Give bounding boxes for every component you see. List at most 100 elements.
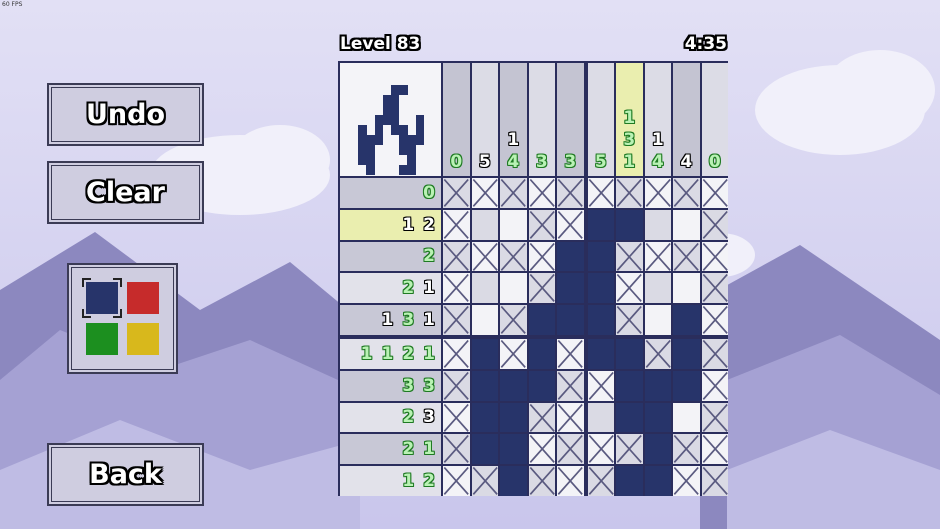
- empty-cell[interactable]: [644, 209, 671, 240]
- crossed-cell[interactable]: [557, 466, 584, 496]
- filled-cell[interactable]: [616, 339, 643, 369]
- filled-cell[interactable]: [616, 466, 643, 496]
- crossed-cell[interactable]: [443, 305, 470, 335]
- filled-cell[interactable]: [587, 241, 614, 272]
- filled-cell[interactable]: [557, 241, 584, 272]
- crossed-cell[interactable]: [500, 178, 527, 208]
- empty-cell[interactable]: [500, 273, 527, 304]
- color-swatch-red[interactable]: [127, 282, 159, 314]
- filled-cell[interactable]: [644, 370, 671, 401]
- back-button[interactable]: Back: [47, 443, 204, 506]
- crossed-cell[interactable]: [616, 241, 643, 272]
- crossed-cell[interactable]: [528, 273, 555, 304]
- crossed-cell[interactable]: [443, 241, 470, 272]
- crossed-cell[interactable]: [557, 339, 584, 369]
- filled-cell[interactable]: [673, 370, 700, 401]
- filled-cell[interactable]: [528, 370, 555, 401]
- crossed-cell[interactable]: [587, 370, 614, 401]
- filled-cell[interactable]: [587, 339, 614, 369]
- crossed-cell[interactable]: [471, 241, 498, 272]
- filled-cell[interactable]: [471, 402, 498, 433]
- crossed-cell[interactable]: [673, 178, 700, 208]
- empty-cell[interactable]: [673, 273, 700, 304]
- filled-cell[interactable]: [471, 434, 498, 465]
- filled-cell[interactable]: [587, 305, 614, 335]
- empty-cell[interactable]: [673, 402, 700, 433]
- crossed-cell[interactable]: [701, 209, 728, 240]
- crossed-cell[interactable]: [701, 339, 728, 369]
- crossed-cell[interactable]: [701, 273, 728, 304]
- filled-cell[interactable]: [616, 209, 643, 240]
- empty-cell[interactable]: [644, 273, 671, 304]
- undo-button[interactable]: Undo: [47, 83, 204, 146]
- crossed-cell[interactable]: [701, 402, 728, 433]
- crossed-cell[interactable]: [701, 241, 728, 272]
- filled-cell[interactable]: [471, 370, 498, 401]
- crossed-cell[interactable]: [528, 178, 555, 208]
- crossed-cell[interactable]: [500, 305, 527, 335]
- filled-cell[interactable]: [528, 305, 555, 335]
- filled-cell[interactable]: [471, 339, 498, 369]
- empty-cell[interactable]: [644, 305, 671, 335]
- filled-cell[interactable]: [673, 305, 700, 335]
- crossed-cell[interactable]: [500, 339, 527, 369]
- crossed-cell[interactable]: [471, 178, 498, 208]
- filled-cell[interactable]: [500, 402, 527, 433]
- crossed-cell[interactable]: [587, 466, 614, 496]
- crossed-cell[interactable]: [443, 402, 470, 433]
- crossed-cell[interactable]: [587, 434, 614, 465]
- crossed-cell[interactable]: [443, 178, 470, 208]
- color-swatch-yellow[interactable]: [127, 323, 159, 355]
- crossed-cell[interactable]: [557, 178, 584, 208]
- clear-button[interactable]: Clear: [47, 161, 204, 224]
- crossed-cell[interactable]: [528, 402, 555, 433]
- filled-cell[interactable]: [644, 434, 671, 465]
- crossed-cell[interactable]: [443, 370, 470, 401]
- filled-cell[interactable]: [616, 402, 643, 433]
- empty-cell[interactable]: [673, 209, 700, 240]
- crossed-cell[interactable]: [644, 178, 671, 208]
- crossed-cell[interactable]: [557, 434, 584, 465]
- crossed-cell[interactable]: [616, 273, 643, 304]
- empty-cell[interactable]: [587, 402, 614, 433]
- color-swatch-blue[interactable]: [86, 282, 118, 314]
- crossed-cell[interactable]: [701, 434, 728, 465]
- crossed-cell[interactable]: [443, 434, 470, 465]
- crossed-cell[interactable]: [616, 305, 643, 335]
- crossed-cell[interactable]: [701, 305, 728, 335]
- crossed-cell[interactable]: [528, 209, 555, 240]
- filled-cell[interactable]: [500, 434, 527, 465]
- crossed-cell[interactable]: [443, 209, 470, 240]
- crossed-cell[interactable]: [471, 466, 498, 496]
- filled-cell[interactable]: [557, 273, 584, 304]
- filled-cell[interactable]: [644, 466, 671, 496]
- empty-cell[interactable]: [500, 209, 527, 240]
- filled-cell[interactable]: [500, 466, 527, 496]
- filled-cell[interactable]: [500, 370, 527, 401]
- crossed-cell[interactable]: [528, 241, 555, 272]
- empty-cell[interactable]: [471, 209, 498, 240]
- crossed-cell[interactable]: [557, 209, 584, 240]
- empty-cell[interactable]: [471, 305, 498, 335]
- crossed-cell[interactable]: [500, 241, 527, 272]
- crossed-cell[interactable]: [587, 178, 614, 208]
- filled-cell[interactable]: [587, 273, 614, 304]
- crossed-cell[interactable]: [673, 434, 700, 465]
- crossed-cell[interactable]: [616, 178, 643, 208]
- crossed-cell[interactable]: [528, 466, 555, 496]
- empty-cell[interactable]: [471, 273, 498, 304]
- crossed-cell[interactable]: [557, 370, 584, 401]
- crossed-cell[interactable]: [443, 466, 470, 496]
- filled-cell[interactable]: [616, 370, 643, 401]
- crossed-cell[interactable]: [443, 339, 470, 369]
- crossed-cell[interactable]: [616, 434, 643, 465]
- crossed-cell[interactable]: [443, 273, 470, 304]
- crossed-cell[interactable]: [644, 339, 671, 369]
- crossed-cell[interactable]: [644, 241, 671, 272]
- crossed-cell[interactable]: [701, 370, 728, 401]
- filled-cell[interactable]: [673, 339, 700, 369]
- crossed-cell[interactable]: [557, 402, 584, 433]
- color-swatch-green[interactable]: [86, 323, 118, 355]
- crossed-cell[interactable]: [673, 466, 700, 496]
- crossed-cell[interactable]: [701, 178, 728, 208]
